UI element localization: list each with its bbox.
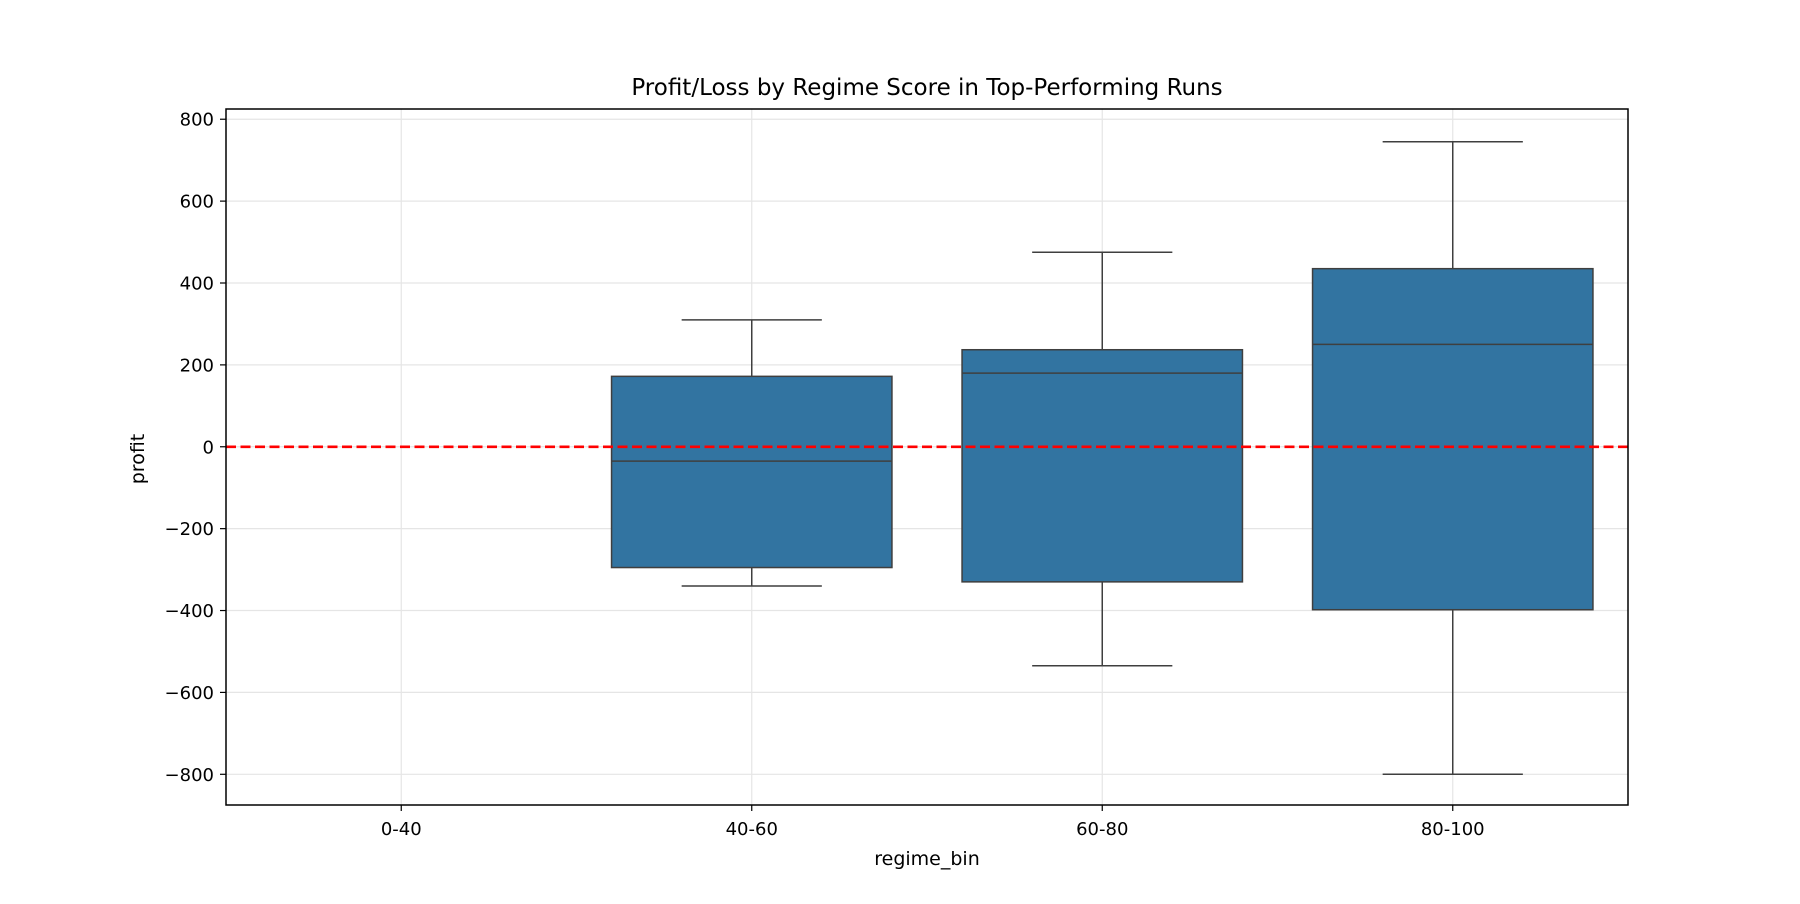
x-axis-label: regime_bin	[874, 848, 980, 870]
y-tick-label: −800	[165, 765, 214, 786]
box-layer	[610, 141, 1594, 776]
x-tick-label: 60-80	[1076, 819, 1128, 840]
y-tick-label: −400	[165, 601, 214, 622]
plot-frame	[225, 108, 1629, 806]
y-tick-label: 0	[203, 437, 214, 458]
y-tick-label: 800	[180, 110, 214, 131]
tick-layer: 800 600 400 200 0 −200 −400 −600 −800 0-40 40-60 60…	[165, 110, 1485, 840]
box-40-60	[610, 319, 893, 587]
y-axis-label: profit	[127, 434, 149, 485]
x-tick-label: 80-100	[1421, 819, 1485, 840]
box-iqr	[1311, 267, 1594, 611]
box-iqr	[610, 375, 893, 569]
chart-title: Profit/Loss by Regime Score in Top-Perfo…	[631, 75, 1222, 101]
y-tick-label: −200	[165, 519, 214, 540]
box-60-80	[961, 251, 1244, 667]
y-tick-label: 400	[180, 274, 214, 295]
box-iqr	[961, 348, 1244, 583]
y-tick-label: 600	[180, 192, 214, 213]
y-tick-label: 200	[180, 355, 214, 376]
x-tick-label: 0-40	[381, 819, 422, 840]
box-80-100	[1311, 141, 1594, 776]
y-tick-label: −600	[165, 683, 214, 704]
x-tick-label: 40-60	[726, 819, 778, 840]
